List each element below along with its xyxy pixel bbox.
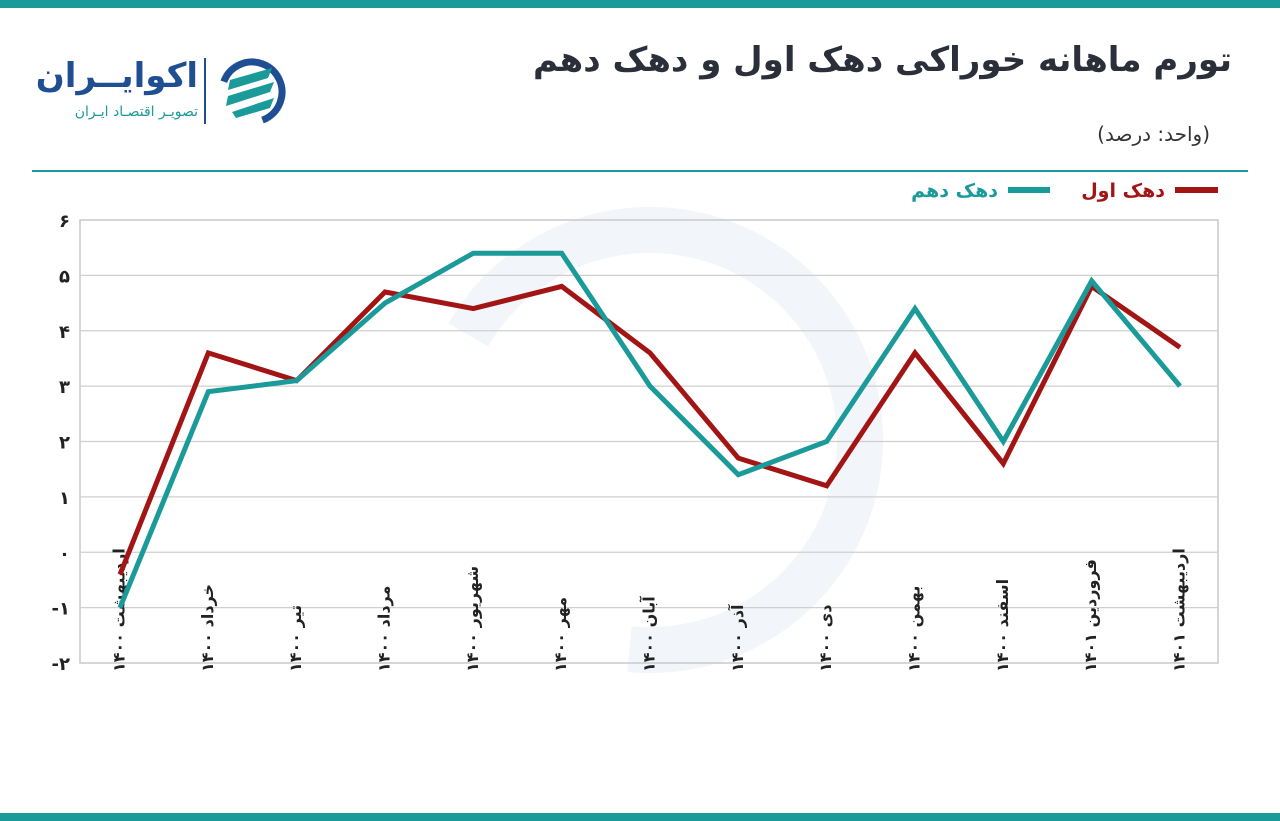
x-tick-label: اردیبهشت ۱۴۰۰ (110, 548, 129, 672)
y-tick-label: ۵ (59, 266, 70, 287)
x-tick-label: اردیبهشت ۱۴۰۱ (1170, 548, 1189, 672)
series-line-decile-1 (117, 282, 1182, 576)
x-tick-label: اسفند ۱۴۰۰ (993, 579, 1012, 672)
x-tick-label: مرداد ۱۴۰۰ (375, 586, 394, 672)
watermark-logo (417, 206, 883, 673)
brand-name: اکوایــران (35, 56, 198, 96)
x-tick-label: خرداد ۱۴۰۰ (198, 584, 217, 672)
x-tick-label: تیر ۱۴۰۰ (286, 605, 305, 672)
bottom-accent-bar (0, 813, 1280, 821)
y-tick-label: ۴ (59, 322, 70, 343)
ecoiran-swirl-icon (218, 58, 286, 126)
y-tick-label: ۳ (59, 377, 70, 398)
y-tick-label: -۲ (52, 654, 70, 675)
x-tick-label: دی ۱۴۰۰ (816, 604, 835, 672)
legend-label-decile-10: دهک دهم (911, 180, 998, 202)
x-tick-label: شهریور ۱۴۰۰ (463, 566, 482, 672)
x-tick-label: آذر ۱۴۰۰ (727, 604, 747, 672)
logo-divider (204, 58, 206, 124)
y-tick-label: -۱ (52, 599, 70, 620)
brand-tagline: تصویـر اقتصـاد ایـران (74, 104, 198, 120)
legend-label-decile-1: دهک اول (1081, 180, 1165, 202)
y-tick-label: ۶ (59, 211, 70, 232)
y-tick-label: ۲ (59, 433, 70, 454)
x-tick-label: آبان ۱۴۰۰ (639, 596, 659, 672)
y-tick-label: ۱ (59, 488, 70, 509)
y-tick-label: ۰ (59, 543, 70, 564)
x-tick-label: مهر ۱۴۰۰ (551, 597, 570, 672)
unit-label: (واحد: درصد) (1097, 122, 1210, 146)
brand-logo: اکوایــران تصویـر اقتصـاد ایـران (30, 50, 300, 130)
chart-title: تورم ماهانه خوراکی دهک اول و دهک دهم (533, 40, 1232, 80)
x-tick-label: بهمن ۱۴۰۰ (905, 586, 924, 672)
x-tick-label: فروردین ۱۴۰۱ (1081, 559, 1100, 672)
legend: دهک اول دهک دهم (911, 180, 1218, 202)
top-accent-bar (0, 0, 1280, 8)
header-divider (32, 170, 1248, 172)
